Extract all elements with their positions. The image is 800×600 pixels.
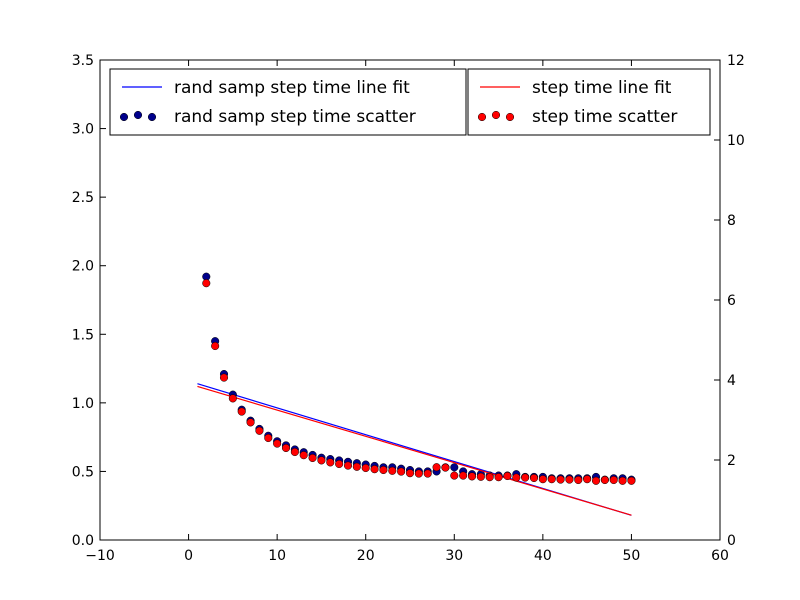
series-3-point — [538, 475, 547, 484]
right-y-tick-label: 4 — [727, 373, 736, 389]
series-3-point — [485, 473, 494, 482]
x-tick-label: −10 — [85, 548, 115, 564]
left-y-tick-label: 1.0 — [72, 396, 94, 412]
x-tick-label: 50 — [623, 548, 641, 564]
series-3-point — [432, 463, 441, 472]
series-3-point — [308, 453, 317, 463]
series-3-point — [211, 341, 220, 351]
series-3-point — [397, 467, 406, 476]
series-3-point — [547, 475, 556, 484]
series-3-point — [600, 475, 609, 485]
x-tick-label: 20 — [357, 548, 375, 564]
series-3-point — [219, 373, 229, 382]
series-3-point — [467, 472, 477, 481]
legend-marker-swatch — [491, 110, 501, 120]
series-3-point — [583, 475, 592, 484]
series-1-point — [450, 463, 459, 472]
series-2-fit-line — [197, 385, 632, 516]
legend-label: step time line fit — [532, 78, 672, 98]
ticks-layer: −10 0 10 20 30 40 50 600.00.51.01.52.02.53.03.5… — [72, 53, 745, 564]
legend-marker-swatch — [119, 112, 129, 122]
x-tick-label: 10 — [268, 548, 286, 564]
series-3-point — [335, 459, 344, 469]
left-y-tick-label: 2.5 — [72, 190, 94, 206]
series-3-point — [352, 462, 361, 471]
series-3-point — [281, 443, 291, 453]
series-3-point — [565, 475, 574, 484]
series-3-point — [326, 458, 335, 467]
right-y-tick-label: 8 — [727, 213, 736, 229]
series-3-point — [609, 475, 618, 485]
series-3-point — [202, 279, 211, 288]
series-3-point — [237, 407, 246, 416]
series-3-point — [591, 476, 601, 485]
legend-label: step time scatter — [532, 107, 677, 127]
series-3-point — [299, 451, 308, 460]
left-y-tick-label: 1.5 — [72, 327, 94, 343]
right-y-tick-label: 2 — [727, 453, 736, 469]
series-3-point — [264, 433, 273, 443]
series-3-point — [476, 472, 485, 481]
left-y-tick-label: 2.0 — [72, 259, 94, 275]
legend-box-1 — [467, 68, 711, 136]
series-3-point — [459, 471, 468, 480]
series-3-point — [529, 473, 539, 483]
x-tick-label: 60 — [711, 548, 729, 564]
series-3-point — [388, 466, 397, 475]
x-tick-label: 0 — [184, 548, 193, 564]
series-3-point — [343, 461, 353, 470]
left-y-tick-label: 0.0 — [72, 533, 94, 549]
left-y-tick-label: 3.5 — [72, 53, 94, 69]
series-3-point — [317, 456, 326, 465]
series-3-point — [618, 476, 627, 485]
legend-marker-swatch — [133, 110, 143, 120]
series-3-point — [450, 471, 459, 480]
left-y-tick-label: 3.0 — [72, 122, 94, 138]
series-3-point — [556, 475, 565, 484]
plot-area — [100, 60, 720, 540]
series-3-point — [414, 469, 423, 478]
series-3-point — [273, 439, 282, 448]
series-3-point — [361, 463, 370, 473]
x-tick-label: 40 — [534, 548, 552, 564]
series-3-point — [423, 469, 432, 478]
series-3-point — [246, 418, 255, 427]
series-3-point — [441, 463, 450, 472]
series-3-point — [379, 465, 388, 475]
legend-marker-swatch — [505, 112, 515, 122]
series-layer — [193, 102, 636, 516]
right-y-tick-label: 0 — [727, 533, 736, 549]
x-tick-label: 30 — [445, 548, 463, 564]
legend-label: rand samp step time line fit — [174, 78, 410, 98]
series-3-point — [627, 476, 636, 485]
series-3-point — [512, 473, 521, 482]
series-3-point — [290, 447, 299, 457]
legend-layer: rand samp step time line fit rand samp st… — [109, 68, 711, 136]
series-3-point — [503, 471, 512, 481]
right-y-tick-label: 10 — [727, 133, 745, 149]
series-3-point — [228, 394, 237, 403]
series-3-point — [574, 475, 583, 485]
legend-marker-swatch — [477, 112, 487, 122]
left-y-tick-label: 0.5 — [72, 464, 94, 480]
legend-marker-swatch — [147, 112, 157, 122]
series-3-point — [521, 473, 530, 482]
legend-box-0 — [109, 68, 467, 136]
series-3-point — [370, 465, 379, 474]
right-y-tick-label: 12 — [727, 53, 745, 69]
series-3-point — [405, 469, 415, 478]
legend-label: rand samp step time scatter — [174, 107, 416, 127]
right-y-tick-label: 6 — [727, 293, 736, 309]
series-3-point — [255, 426, 264, 435]
series-3-point — [494, 473, 503, 482]
